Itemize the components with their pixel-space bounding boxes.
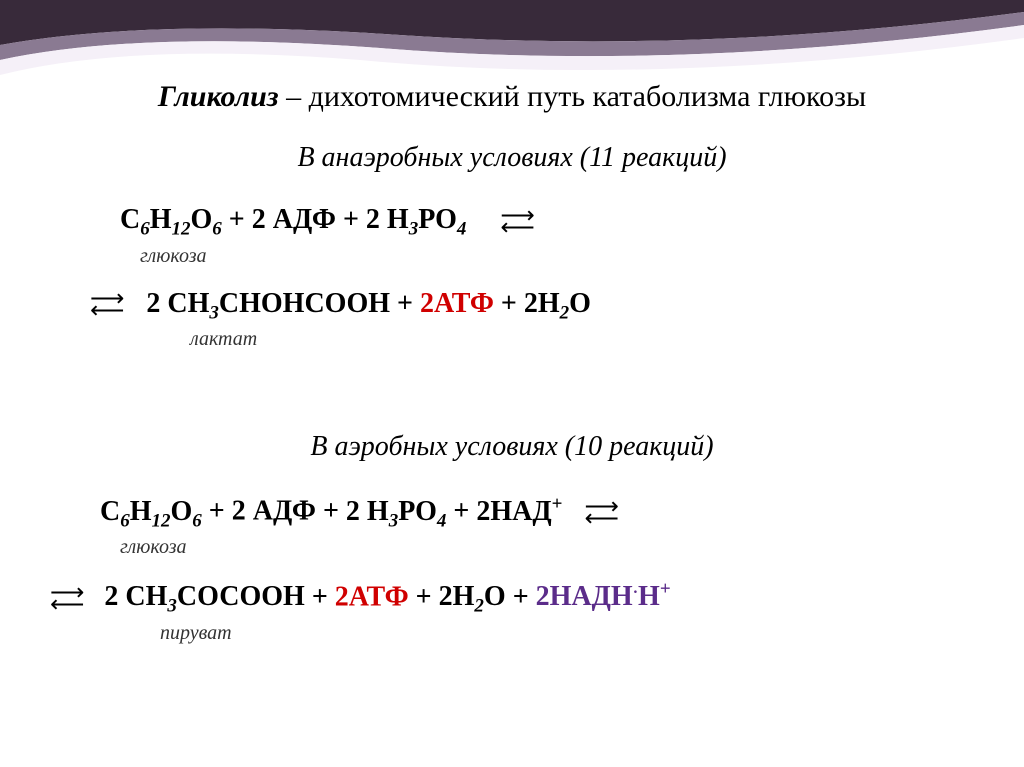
lactate-formula: 2 СН3СНОНСООН	[146, 288, 397, 319]
plus-sign: +	[416, 581, 439, 612]
pyruvate-formula: 2 СН3СОСООН	[104, 581, 311, 612]
equilibrium-arrow: ⟶⟵	[90, 293, 124, 317]
pyruvate-annotation: пируват	[30, 622, 994, 645]
lactate-annotation: лактат	[30, 328, 994, 351]
aerobic-equation-line2: ⟶⟵ 2 СН3СОСООН + 2АТФ + 2Н2О + 2НАДН·Н+	[30, 579, 994, 618]
aerobic-heading: В аэробных условиях (10 реакций)	[30, 431, 994, 463]
title-description: – дихотомический путь катаболизма глюкоз…	[279, 80, 867, 113]
phosphate-term: 2 Н3РО4	[346, 496, 454, 527]
plus-sign: +	[513, 581, 536, 612]
equilibrium-arrow: ⟶⟵	[584, 501, 618, 525]
phosphate-term: 2 Н3РО4	[366, 204, 474, 235]
plus-sign: +	[312, 581, 335, 612]
aerobic-equation-line1: С6Н12О6 + 2 АДФ + 2 Н3РО4 + 2НАД+ ⟶⟵	[30, 493, 994, 532]
title-keyword: Гликолиз	[158, 80, 279, 113]
atp-term: 2АТФ	[420, 288, 494, 319]
anaerobic-heading: В анаэробных условиях (11 реакций)	[30, 142, 994, 174]
glucose-annotation: глюкоза	[30, 536, 994, 559]
nadh-term: 2НАДН·Н+	[536, 581, 671, 612]
plus-sign: +	[209, 496, 232, 527]
atp-term: 2АТФ	[335, 581, 409, 612]
anaerobic-equation-line1: С6Н12О6 + 2 АДФ + 2 Н3РО4 ⟶⟵	[30, 204, 994, 241]
plus-sign: +	[397, 288, 420, 319]
anaerobic-equation-line2: ⟶⟵ 2 СН3СНОНСООН + 2АТФ + 2Н2О	[30, 288, 994, 325]
glucose-formula: С6Н12О6	[120, 204, 229, 235]
plus-sign: +	[343, 204, 366, 235]
plus-sign: +	[229, 204, 252, 235]
water-term: 2Н2О	[439, 581, 513, 612]
equilibrium-arrow: ⟶⟵	[50, 587, 84, 611]
adp-term: 2 АДФ	[252, 204, 336, 235]
slide-title: Гликолиз – дихотомический путь катаболиз…	[30, 80, 994, 114]
plus-sign: +	[501, 288, 524, 319]
glucose-formula: С6Н12О6	[100, 496, 209, 527]
slide-content: Гликолиз – дихотомический путь катаболиз…	[0, 0, 1024, 645]
glucose-annotation: глюкоза	[30, 245, 994, 268]
plus-sign: +	[453, 496, 476, 527]
plus-sign: +	[323, 496, 346, 527]
equilibrium-arrow: ⟶⟵	[500, 210, 534, 234]
water-term: 2Н2О	[524, 288, 591, 319]
adp-term: 2 АДФ	[232, 496, 316, 527]
nad-term: 2НАД+	[476, 496, 569, 527]
